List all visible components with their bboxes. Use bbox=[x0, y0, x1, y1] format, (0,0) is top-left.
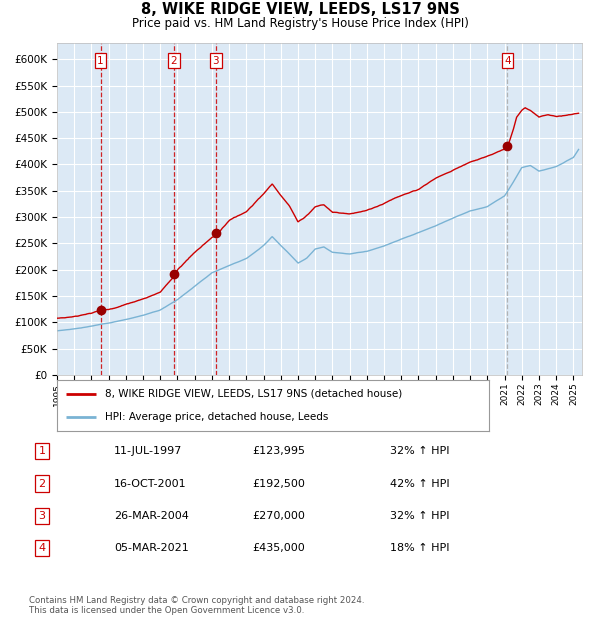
Text: 05-MAR-2021: 05-MAR-2021 bbox=[114, 543, 189, 553]
Text: 2: 2 bbox=[38, 479, 46, 489]
Text: 8, WIKE RIDGE VIEW, LEEDS, LS17 9NS (detached house): 8, WIKE RIDGE VIEW, LEEDS, LS17 9NS (det… bbox=[104, 389, 402, 399]
Text: 1: 1 bbox=[38, 446, 46, 456]
Text: 11-JUL-1997: 11-JUL-1997 bbox=[114, 446, 182, 456]
Text: 3: 3 bbox=[212, 56, 219, 66]
Text: 3: 3 bbox=[38, 511, 46, 521]
Text: 4: 4 bbox=[504, 56, 511, 66]
Text: 26-MAR-2004: 26-MAR-2004 bbox=[114, 511, 189, 521]
Text: 4: 4 bbox=[38, 543, 46, 553]
Text: 2: 2 bbox=[170, 56, 177, 66]
Text: 32% ↑ HPI: 32% ↑ HPI bbox=[390, 511, 449, 521]
Text: 18% ↑ HPI: 18% ↑ HPI bbox=[390, 543, 449, 553]
Text: 8, WIKE RIDGE VIEW, LEEDS, LS17 9NS: 8, WIKE RIDGE VIEW, LEEDS, LS17 9NS bbox=[140, 2, 460, 17]
Text: 1: 1 bbox=[97, 56, 104, 66]
Text: £435,000: £435,000 bbox=[252, 543, 305, 553]
Text: HPI: Average price, detached house, Leeds: HPI: Average price, detached house, Leed… bbox=[104, 412, 328, 422]
Text: Contains HM Land Registry data © Crown copyright and database right 2024.
This d: Contains HM Land Registry data © Crown c… bbox=[29, 596, 364, 615]
Text: 16-OCT-2001: 16-OCT-2001 bbox=[114, 479, 187, 489]
Text: Price paid vs. HM Land Registry's House Price Index (HPI): Price paid vs. HM Land Registry's House … bbox=[131, 17, 469, 30]
Text: £123,995: £123,995 bbox=[252, 446, 305, 456]
Text: £270,000: £270,000 bbox=[252, 511, 305, 521]
Text: £192,500: £192,500 bbox=[252, 479, 305, 489]
Text: 42% ↑ HPI: 42% ↑ HPI bbox=[390, 479, 449, 489]
Text: 32% ↑ HPI: 32% ↑ HPI bbox=[390, 446, 449, 456]
